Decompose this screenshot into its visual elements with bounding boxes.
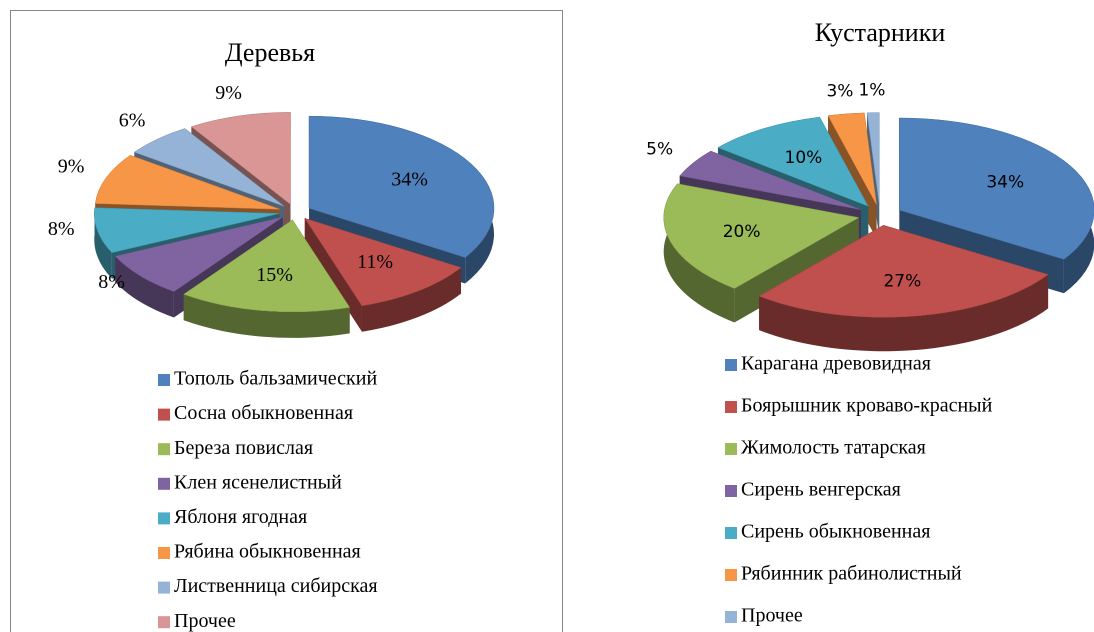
data-label: 34% — [986, 173, 1024, 193]
slice — [95, 154, 281, 210]
legend-label: Сирень венгерская — [741, 479, 901, 501]
slice — [679, 150, 862, 210]
legend-swatch — [158, 547, 170, 559]
legend-label: Боярышник кроваво-красный — [741, 395, 993, 417]
slice — [717, 116, 869, 207]
data-label: 3% — [826, 82, 853, 102]
legend-label: Береза повислая — [174, 437, 313, 459]
legend-label: Прочее — [741, 605, 803, 627]
data-label: 10% — [785, 148, 823, 168]
data-label: 9% — [58, 156, 85, 178]
legend-swatch — [158, 408, 170, 421]
data-label: 20% — [723, 222, 761, 242]
slice-wall — [115, 256, 174, 318]
chart-border — [10, 10, 563, 632]
legend-label: Рябина обыкновенная — [174, 541, 361, 563]
slice — [663, 183, 860, 289]
data-label: 9% — [215, 82, 242, 104]
slice-wall — [361, 267, 462, 332]
legend-swatch — [158, 581, 170, 594]
legend-swatch — [725, 569, 737, 581]
slice — [94, 207, 280, 253]
chart-title: Деревья — [225, 38, 315, 67]
slice — [866, 112, 880, 205]
legend-label: Клен ясенелистный — [174, 471, 342, 493]
legend-label: Яблоня ягодная — [174, 506, 307, 528]
slice — [899, 117, 1094, 260]
legend-label: Лиственница сибирская — [174, 575, 378, 597]
legend-swatch — [725, 401, 737, 413]
data-label: 1% — [858, 80, 885, 100]
legend-swatch — [158, 443, 170, 456]
legend-label: Прочее — [174, 610, 236, 632]
legend-label: Жимолость татарская — [741, 437, 926, 459]
legend-swatch — [158, 512, 170, 525]
legend-label: Тополь бальзамический — [174, 368, 377, 390]
legend-swatch — [725, 359, 737, 371]
legend-label: Сирень обыкновенная — [741, 521, 930, 543]
chart-title: Кустарники — [815, 18, 946, 47]
data-label: 34% — [391, 168, 428, 190]
legend-swatch — [158, 616, 170, 629]
slice — [183, 219, 351, 313]
legend-label: Карагана древовидная — [741, 353, 931, 375]
legend-swatch — [725, 485, 737, 497]
slice-wall — [94, 207, 112, 279]
slice-wall — [663, 183, 735, 323]
legend-swatch — [158, 374, 170, 386]
data-label: 5% — [646, 140, 673, 160]
slice — [758, 224, 1049, 318]
slice — [827, 112, 877, 205]
data-label: 11% — [357, 251, 393, 273]
legend-swatch — [725, 611, 737, 623]
data-label: 8% — [48, 218, 75, 240]
data-label: 15% — [256, 264, 293, 286]
legend-label: Рябинник рабинолистный — [741, 563, 962, 585]
data-label: 27% — [883, 272, 921, 292]
slice — [304, 217, 462, 307]
data-label: 6% — [119, 109, 146, 131]
slice — [114, 216, 283, 292]
legend-swatch — [158, 477, 170, 490]
legend-swatch — [725, 527, 737, 539]
slice — [133, 128, 285, 207]
legend-swatch — [725, 443, 737, 455]
slice — [308, 115, 495, 258]
slice-wall — [183, 294, 350, 338]
legend-label: Сосна обыкновенная — [174, 402, 353, 424]
slice-wall — [759, 274, 1049, 352]
slice-side — [304, 218, 362, 332]
slice — [190, 112, 291, 205]
data-label: 8% — [98, 271, 125, 293]
